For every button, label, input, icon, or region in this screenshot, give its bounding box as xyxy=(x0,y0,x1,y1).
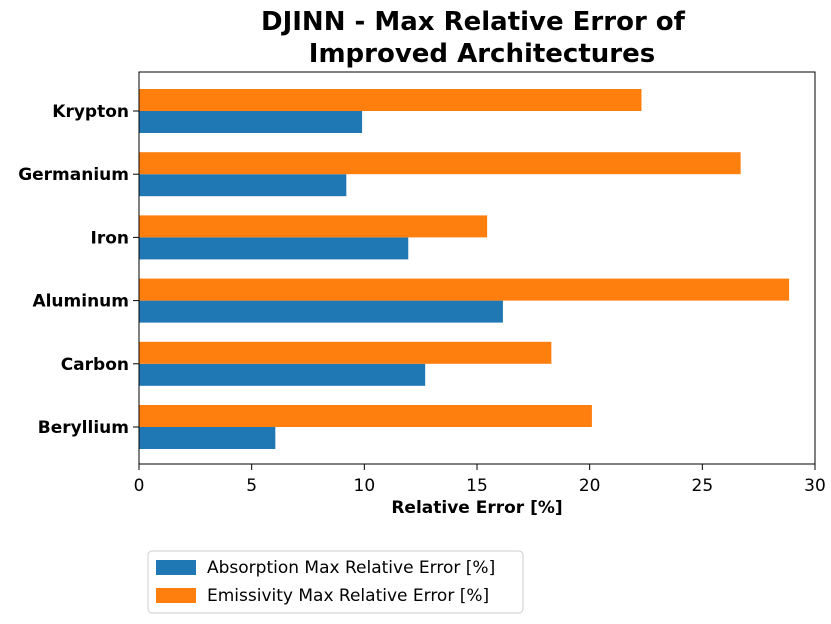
x-axis-label: Relative Error [%] xyxy=(391,498,562,518)
bar-emissivity-krypton xyxy=(139,89,642,111)
bar-absorption-krypton xyxy=(139,111,363,133)
legend-label-1: Emissivity Max Relative Error [%] xyxy=(207,586,489,606)
y-tick-label-carbon: Carbon xyxy=(61,355,129,375)
bar-absorption-carbon xyxy=(139,363,426,386)
chart-title-line-2: Improved Architectures xyxy=(309,39,655,69)
bar-absorption-germanium xyxy=(139,174,347,197)
bar-absorption-iron xyxy=(139,237,409,260)
plot-frame xyxy=(138,71,816,465)
y-tick-label-germanium: Germanium xyxy=(18,165,129,185)
plot-area: Beryllium Carbon Aluminum Iron Germanium Kryp… xyxy=(18,89,826,496)
x-tick-label-25: 25 xyxy=(692,476,714,496)
x-tick-label-30: 30 xyxy=(804,476,826,496)
legend-swatch-0 xyxy=(156,560,196,575)
x-tick-label-20: 20 xyxy=(579,476,601,496)
chart-title-line-1: DJINN - Max Relative Error of xyxy=(261,7,686,37)
bar-emissivity-aluminum xyxy=(139,278,790,301)
y-tick-label-krypton: Krypton xyxy=(52,102,129,122)
legend: Absorption Max Relative Error [%] Emissiv… xyxy=(147,550,524,614)
y-tick-label-beryllium: Beryllium xyxy=(38,418,129,438)
legend-frame xyxy=(147,550,524,614)
bar-emissivity-carbon xyxy=(139,341,552,364)
legend-label-0: Absorption Max Relative Error [%] xyxy=(207,558,495,578)
y-tick-label-iron: Iron xyxy=(91,228,130,248)
legend-swatch-1 xyxy=(156,588,196,603)
bar-emissivity-beryllium xyxy=(139,405,592,427)
bar-absorption-aluminum xyxy=(139,300,503,323)
bar-absorption-beryllium xyxy=(139,427,276,449)
x-tick-label-10: 10 xyxy=(354,476,376,496)
bar-emissivity-iron xyxy=(139,215,488,238)
x-tick-label-5: 5 xyxy=(246,476,257,496)
y-tick-label-aluminum: Aluminum xyxy=(32,292,129,312)
x-tick-label-15: 15 xyxy=(466,476,488,496)
x-tick-label-0: 0 xyxy=(134,476,145,496)
bar-emissivity-germanium xyxy=(139,152,741,175)
